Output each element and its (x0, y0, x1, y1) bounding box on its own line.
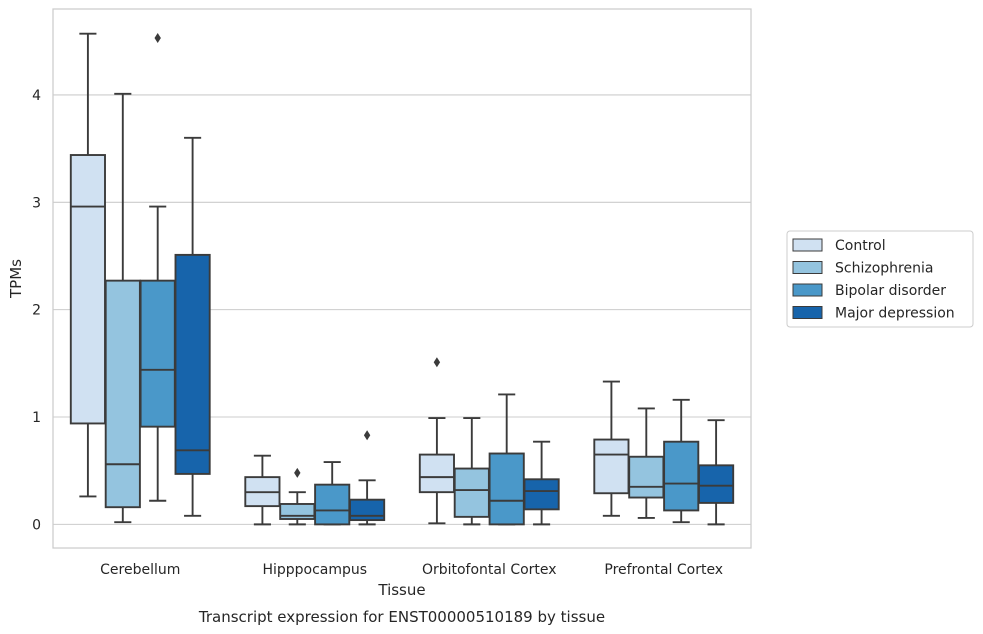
box-body (104, 279, 141, 509)
chart-caption: Transcript expression for ENST0000051018… (198, 608, 605, 626)
y-tick-labels: 0 1 2 3 4 (32, 88, 41, 533)
x-tick-label: Hipppocampus (262, 562, 367, 578)
box-body (279, 503, 316, 520)
legend-swatch (792, 306, 823, 319)
box-body (523, 478, 560, 511)
box-body (593, 438, 630, 495)
box-bipolar-disorder (314, 461, 351, 526)
y-tick-label: 2 (32, 303, 41, 319)
box-schizophrenia (279, 467, 316, 526)
box-body (349, 498, 386, 522)
y-tick-label: 0 (32, 517, 41, 533)
x-axis-label: Tissue (377, 581, 425, 599)
box-major-depression (698, 419, 735, 526)
legend-frame (786, 230, 974, 328)
box-schizophrenia (104, 92, 141, 524)
legend-swatch (792, 283, 823, 297)
box-major-depression (174, 136, 211, 517)
x-tick-labels: Cerebellum Hipppocampus Orbitofontal Corte… (100, 562, 723, 578)
box-bipolar-disorder (139, 32, 176, 502)
box-control (69, 32, 106, 498)
outlier-point (433, 357, 441, 368)
box-bipolar-disorder (488, 393, 525, 526)
box-body (139, 279, 176, 428)
box-control (244, 454, 281, 526)
box-body (314, 483, 351, 526)
legend-label: Control (835, 238, 886, 254)
outlier-point (154, 32, 161, 43)
legend-swatch (792, 261, 823, 274)
x-tick-label: Prefrontal Cortex (604, 562, 723, 578)
legend-item: Major depression (792, 306, 955, 322)
box-body (453, 467, 490, 518)
box-control (593, 380, 630, 517)
legend-item: Schizophrenia (792, 261, 933, 277)
box-bipolar-disorder (663, 398, 700, 524)
legend-item: Bipolar disorder (792, 283, 946, 299)
legend: Control Schizophrenia Bipolar disorder Majo… (786, 230, 974, 328)
box-major-depression (349, 430, 386, 526)
y-tick-label: 1 (32, 410, 41, 426)
box-body (174, 253, 211, 475)
x-tick-label: Cerebellum (100, 562, 180, 578)
y-tick-label: 3 (32, 195, 41, 211)
box-body (628, 455, 665, 499)
box-series (69, 32, 735, 526)
box-body (698, 464, 735, 504)
box-schizophrenia (453, 417, 490, 526)
box-control (418, 357, 455, 525)
box-body (663, 440, 700, 512)
legend-label: Major depression (835, 306, 955, 322)
box-body (69, 154, 106, 425)
box-body (418, 453, 455, 494)
outlier-point (294, 467, 301, 478)
x-tick-label: Orbitofontal Cortex (422, 562, 557, 578)
box-schizophrenia (628, 407, 665, 519)
plot-frame (52, 8, 752, 549)
legend-item: Control (792, 238, 886, 254)
legend-label: Bipolar disorder (835, 283, 946, 299)
box-body (488, 452, 525, 526)
y-tick-label: 4 (32, 88, 41, 104)
y-axis-label: TPMs (7, 259, 25, 299)
box-major-depression (523, 440, 560, 526)
legend-swatch (792, 238, 823, 252)
outlier-point (363, 430, 371, 441)
legend-label: Schizophrenia (835, 261, 933, 277)
